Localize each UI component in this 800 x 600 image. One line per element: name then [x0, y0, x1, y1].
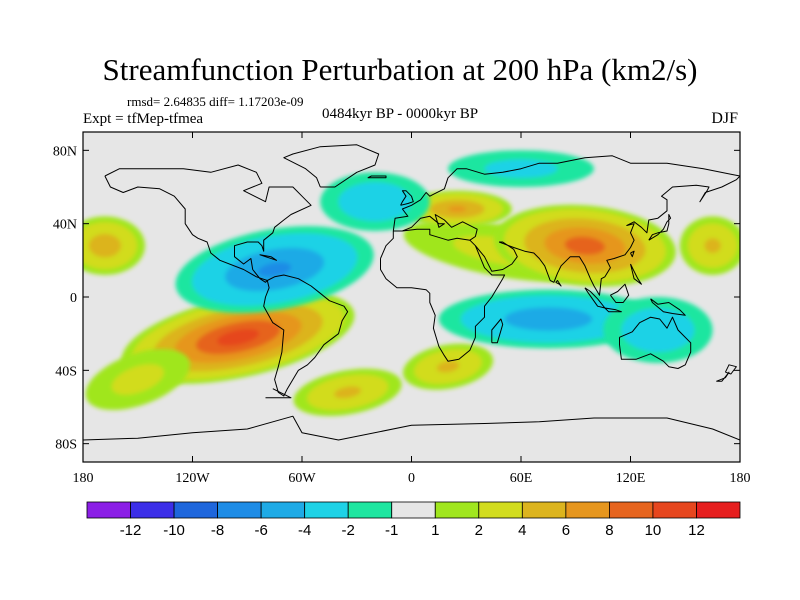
- anomaly-south-atlantic-ridge: [293, 368, 402, 416]
- colorbar-label: 10: [645, 522, 662, 539]
- colorbar-swatch: [304, 501, 349, 519]
- anomaly-north-america-low: [175, 226, 374, 313]
- coastline-20: [83, 415, 740, 441]
- contour-north-america-low--6: [258, 262, 292, 277]
- colorbar-label: -1: [385, 522, 398, 539]
- coastline-1: [263, 274, 349, 397]
- colorbar-swatch: [521, 501, 567, 519]
- coastline-21: [265, 388, 292, 399]
- coastline-3: [392, 155, 740, 232]
- coastline-12: [648, 214, 672, 241]
- colorbar-swatch: [217, 501, 262, 519]
- colorbar-label: -6: [254, 522, 267, 539]
- colorbar-swatch: [173, 501, 218, 519]
- x-tick-label: 0: [408, 471, 415, 486]
- y-tick-label: 80S: [55, 438, 77, 453]
- y-tick-label: 40S: [55, 364, 77, 379]
- coastline-25: [630, 263, 642, 285]
- anomaly-north-pacific-east: [83, 216, 146, 275]
- colorbar-swatch: [434, 501, 480, 519]
- coastline-10: [724, 364, 737, 375]
- contour-north-pacific-east-4: [88, 233, 121, 258]
- coastline-2: [283, 144, 380, 188]
- axis-ticks: 180 120W 60W 0 60E 120E 180 80N 40N 0 40S 80S: [53, 132, 751, 486]
- colorbar-swatch: [652, 501, 697, 519]
- colorbar-swatch: [696, 501, 741, 519]
- colorbar-swatch: [260, 501, 306, 519]
- contour-indian-ocean-low--4: [504, 307, 593, 331]
- anomaly-north-pacific-west: [679, 216, 740, 275]
- plot-title: Streamfunction Perturbation at 200 hPa (…: [102, 52, 698, 87]
- coastline-24: [630, 250, 635, 258]
- coastline-23: [555, 280, 562, 287]
- colorbar-label: 1: [431, 522, 439, 539]
- coastline-9: [619, 316, 692, 369]
- x-tick-label: 180: [730, 471, 751, 486]
- coastline-19: [367, 175, 387, 179]
- coastline-17: [491, 318, 504, 344]
- colorbar-swatch: [565, 501, 610, 519]
- anomaly-north-atlantic-low: [320, 172, 430, 232]
- colorbar-label: 12: [688, 522, 705, 539]
- x-tick-label: 120E: [616, 471, 646, 486]
- coastline-8: [498, 175, 740, 296]
- anomaly-south-pacific-band: [85, 348, 190, 411]
- contour-north-pacific-west-4: [704, 238, 721, 254]
- colorbar-label: -2: [342, 522, 355, 539]
- y-tick-label: 80N: [53, 144, 77, 159]
- coastline-4: [393, 214, 478, 241]
- anomaly-field: [83, 150, 740, 416]
- anomaly-australia-low: [603, 297, 713, 363]
- colorbar-swatch: [609, 501, 654, 519]
- colorbar-label: 2: [475, 522, 483, 539]
- contour-mediterranean-high-6: [448, 205, 467, 213]
- coastline-15: [610, 283, 630, 303]
- contour-south-america-high-10: [216, 328, 260, 346]
- colorbar-label: -12: [120, 522, 142, 539]
- colorbar-swatch: [478, 501, 523, 519]
- anomaly-indian-ocean-low: [438, 289, 658, 349]
- colorbar-label: 4: [518, 522, 526, 539]
- coastline-0: [104, 164, 312, 283]
- colorbar-swatch: [347, 501, 393, 519]
- colorbar-label: -8: [211, 522, 224, 539]
- experiment-label: Expt = tfMep-tfmea: [83, 111, 204, 127]
- y-tick-label: 40N: [53, 218, 77, 233]
- x-tick-label: 180: [73, 471, 94, 486]
- coastline-16: [650, 298, 686, 316]
- colorbar-label: 6: [562, 522, 570, 539]
- contour-indian-ocean-south-4: [436, 360, 460, 373]
- contour-south-atlantic-ridge-4: [334, 386, 362, 399]
- contour-south-pacific-band-2: [111, 364, 164, 395]
- contour-south-asia-high-8: [564, 236, 606, 255]
- colorbar: -12 -10 -8 -6 -4 -2 -1 1 2 4 6 8 10 12: [86, 501, 741, 539]
- coastline-11: [716, 371, 730, 382]
- contour-australia-low--2: [621, 308, 695, 352]
- colorbar-swatch: [86, 501, 131, 519]
- coastlines: [83, 144, 740, 441]
- period-label: 0484kyr BP - 0000kyr BP: [322, 106, 479, 122]
- y-tick-label: 0: [70, 291, 77, 306]
- colorbar-swatch: [391, 501, 436, 519]
- coastline-18: [400, 190, 414, 206]
- coastline-5: [380, 239, 506, 362]
- colorbar-label: -4: [298, 522, 311, 539]
- colorbar-swatch: [130, 501, 175, 519]
- stats-text: rmsd= 2.64835 diff= 1.17203e-09: [127, 94, 304, 109]
- coastline-14: [604, 307, 622, 313]
- colorbar-label: -10: [163, 522, 185, 539]
- season-label: DJF: [711, 110, 738, 127]
- x-tick-label: 60E: [510, 471, 533, 486]
- contour-north-atlantic-low--2: [338, 182, 412, 222]
- anomaly-indian-ocean-south: [402, 343, 494, 390]
- colorbar-label: 8: [605, 522, 613, 539]
- coastline-6: [380, 231, 394, 259]
- coastline-22: [259, 254, 277, 261]
- anomaly-south-asia-high: [493, 204, 676, 287]
- anomaly-mediterranean-high: [402, 190, 512, 228]
- x-tick-label: 120W: [175, 471, 210, 486]
- x-tick-label: 60W: [288, 471, 316, 486]
